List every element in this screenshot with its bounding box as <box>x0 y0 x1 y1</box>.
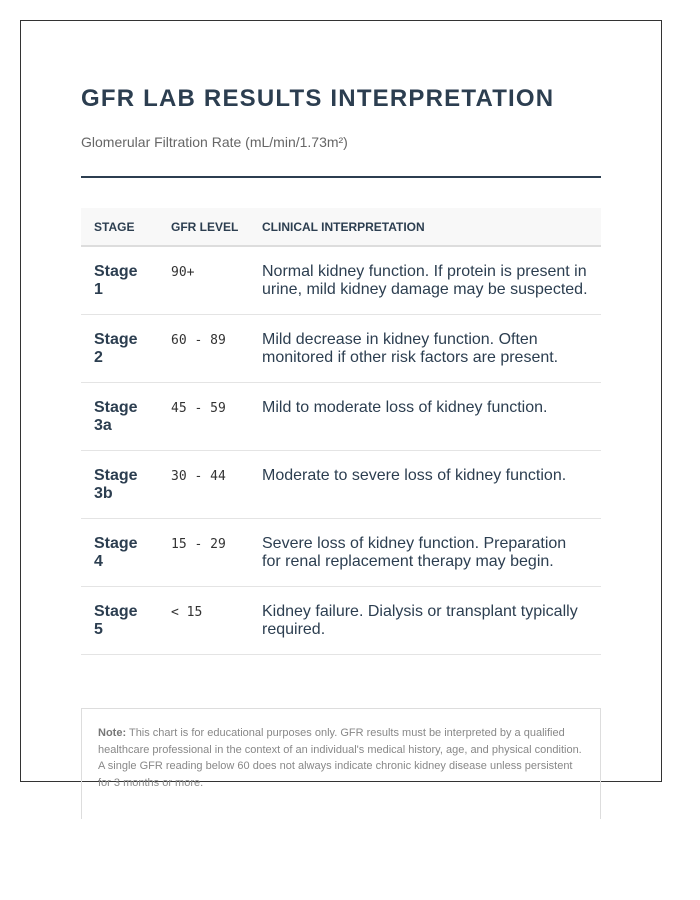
interpretation-cell: Mild to moderate loss of kidney function… <box>262 382 601 451</box>
stage-cell: Stage 2 <box>81 314 158 383</box>
page-frame <box>20 20 662 782</box>
stage-cell: Stage 5 <box>81 586 158 655</box>
header-clinical-interpretation: CLINICAL INTERPRETATION <box>262 208 601 247</box>
gfr-level-cell: < 15 <box>158 586 262 655</box>
interpretation-cell: Kidney failure. Dialysis or transplant t… <box>262 586 601 655</box>
disclaimer-note: Note: This chart is for educational purp… <box>81 708 601 819</box>
stage-cell: Stage 3a <box>81 382 158 451</box>
stage-label: Stage 1 <box>94 263 138 298</box>
interpretation-cell: Mild decrease in kidney function. Often … <box>262 314 601 383</box>
stage-cell: Stage 4 <box>81 518 158 587</box>
interpretation-cell: Moderate to severe loss of kidney functi… <box>262 450 601 519</box>
header-gfr-level: GFR LEVEL <box>158 208 262 247</box>
interpretation-cell: Normal kidney function. If protein is pr… <box>262 246 601 315</box>
table-row: Stage 4 15 - 29 Severe loss of kidney func… <box>81 518 601 587</box>
table-row: Stage 5 < 15 Kidney failure. Dialysis or t… <box>81 586 601 655</box>
gfr-stages-table: STAGE GFR LEVEL CLINICAL INTERPRETATION … <box>81 208 601 655</box>
stage-label: Stage 2 <box>94 331 138 366</box>
page-title: GFR LAB RESULTS INTERPRETATION <box>81 85 555 112</box>
stage-label: Stage 5 <box>94 603 138 638</box>
gfr-level-cell: 90+ <box>158 246 262 315</box>
interpretation-cell: Severe loss of kidney function. Preparat… <box>262 518 601 587</box>
table-header-row: STAGE GFR LEVEL CLINICAL INTERPRETATION <box>81 208 601 247</box>
stage-label: Stage 3a <box>94 399 138 434</box>
table-row: Stage 1 90+ Normal kidney function. If pro… <box>81 246 601 315</box>
gfr-level-cell: 15 - 29 <box>158 518 262 587</box>
note-label: Note: <box>98 727 127 739</box>
gfr-level-cell: 30 - 44 <box>158 450 262 519</box>
table-row: Stage 2 60 - 89 Mild decrease in kidney fu… <box>81 314 601 383</box>
stage-label: Stage 3b <box>94 467 138 502</box>
gfr-level-cell: 60 - 89 <box>158 314 262 383</box>
header-stage: STAGE <box>81 208 158 247</box>
stage-cell: Stage 1 <box>81 246 158 315</box>
gfr-level-cell: 45 - 59 <box>158 382 262 451</box>
note-text: This chart is for educational purposes o… <box>98 727 582 789</box>
page-subtitle: Glomerular Filtration Rate (mL/min/1.73m… <box>81 134 348 150</box>
stage-label: Stage 4 <box>94 535 138 570</box>
table-row: Stage 3b 30 - 44 Moderate to severe loss o… <box>81 450 601 519</box>
stage-cell: Stage 3b <box>81 450 158 519</box>
table-row: Stage 3a 45 - 59 Mild to moderate loss of … <box>81 382 601 451</box>
title-divider <box>81 176 601 178</box>
